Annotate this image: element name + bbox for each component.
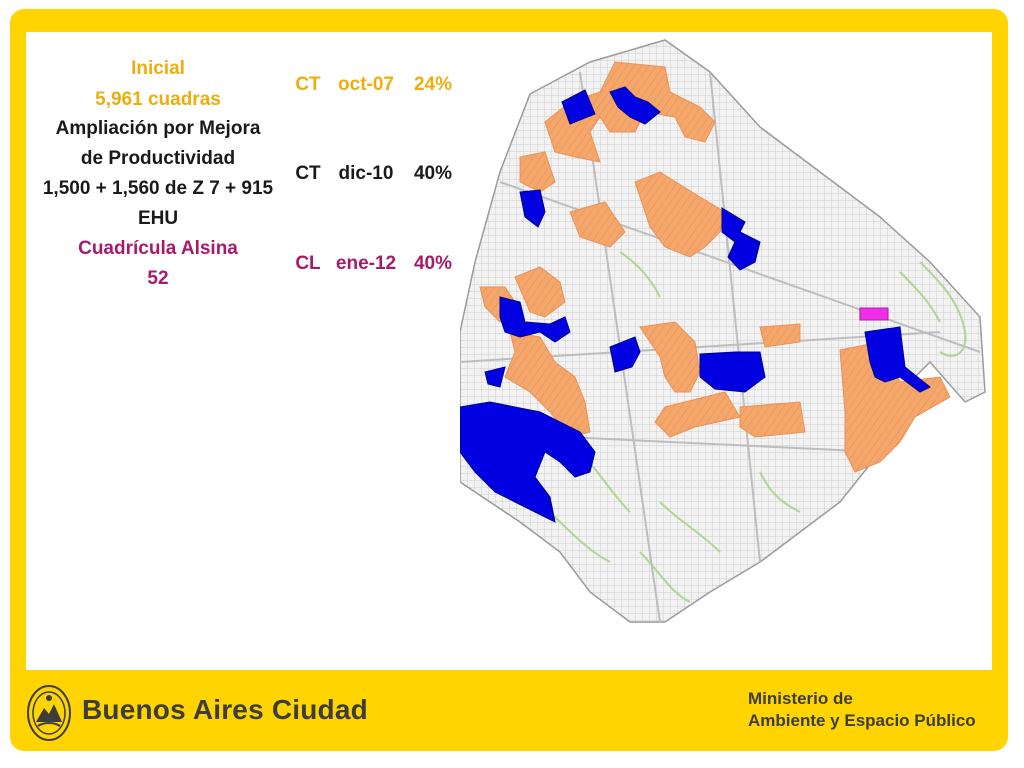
brand-name: Buenos Aires Ciudad <box>82 694 368 725</box>
row1-line2: 5,961 cuadras <box>95 89 221 110</box>
row2-line4: EHU <box>137 208 179 229</box>
row1-type: CT <box>295 74 321 95</box>
row2-line1: Ampliación por Mejora <box>55 118 261 139</box>
row3-pct: 40% <box>413 253 453 274</box>
row2-line2: de Productividad <box>80 148 236 169</box>
row1-line1: Inicial <box>131 58 185 79</box>
row2-pct: 40% <box>413 163 453 184</box>
row2-type: CT <box>295 163 321 184</box>
row2-date: dic-10 <box>338 163 394 184</box>
row3-line1: Cuadrícula Alsina <box>78 238 238 259</box>
blue-zones <box>460 86 931 523</box>
ministry-line2: Ambiente y Espacio Público <box>748 711 976 730</box>
contract-table: Inicial 5,961 cuadras CT oct-07 24% Ampl… <box>26 32 462 312</box>
row1-date: oct-07 <box>338 74 394 95</box>
row1-pct: 24% <box>413 74 453 95</box>
ministry-line1: Ministerio de <box>748 689 853 708</box>
content-panel: Inicial 5,961 cuadras CT oct-07 24% Ampl… <box>26 32 992 670</box>
row3-type: CL <box>295 253 321 274</box>
row3-line2: 52 <box>147 268 169 289</box>
ministry-name: Ministerio de Ambiente y Espacio Público <box>748 688 976 732</box>
row3-date: ene-12 <box>335 253 397 274</box>
magenta-zone <box>859 307 889 321</box>
city-map <box>460 39 986 623</box>
city-seal-icon <box>27 685 71 741</box>
row2-line3: 1,500 + 1,560 de Z 7 + 915 <box>42 178 274 199</box>
orange-zones <box>479 61 951 473</box>
